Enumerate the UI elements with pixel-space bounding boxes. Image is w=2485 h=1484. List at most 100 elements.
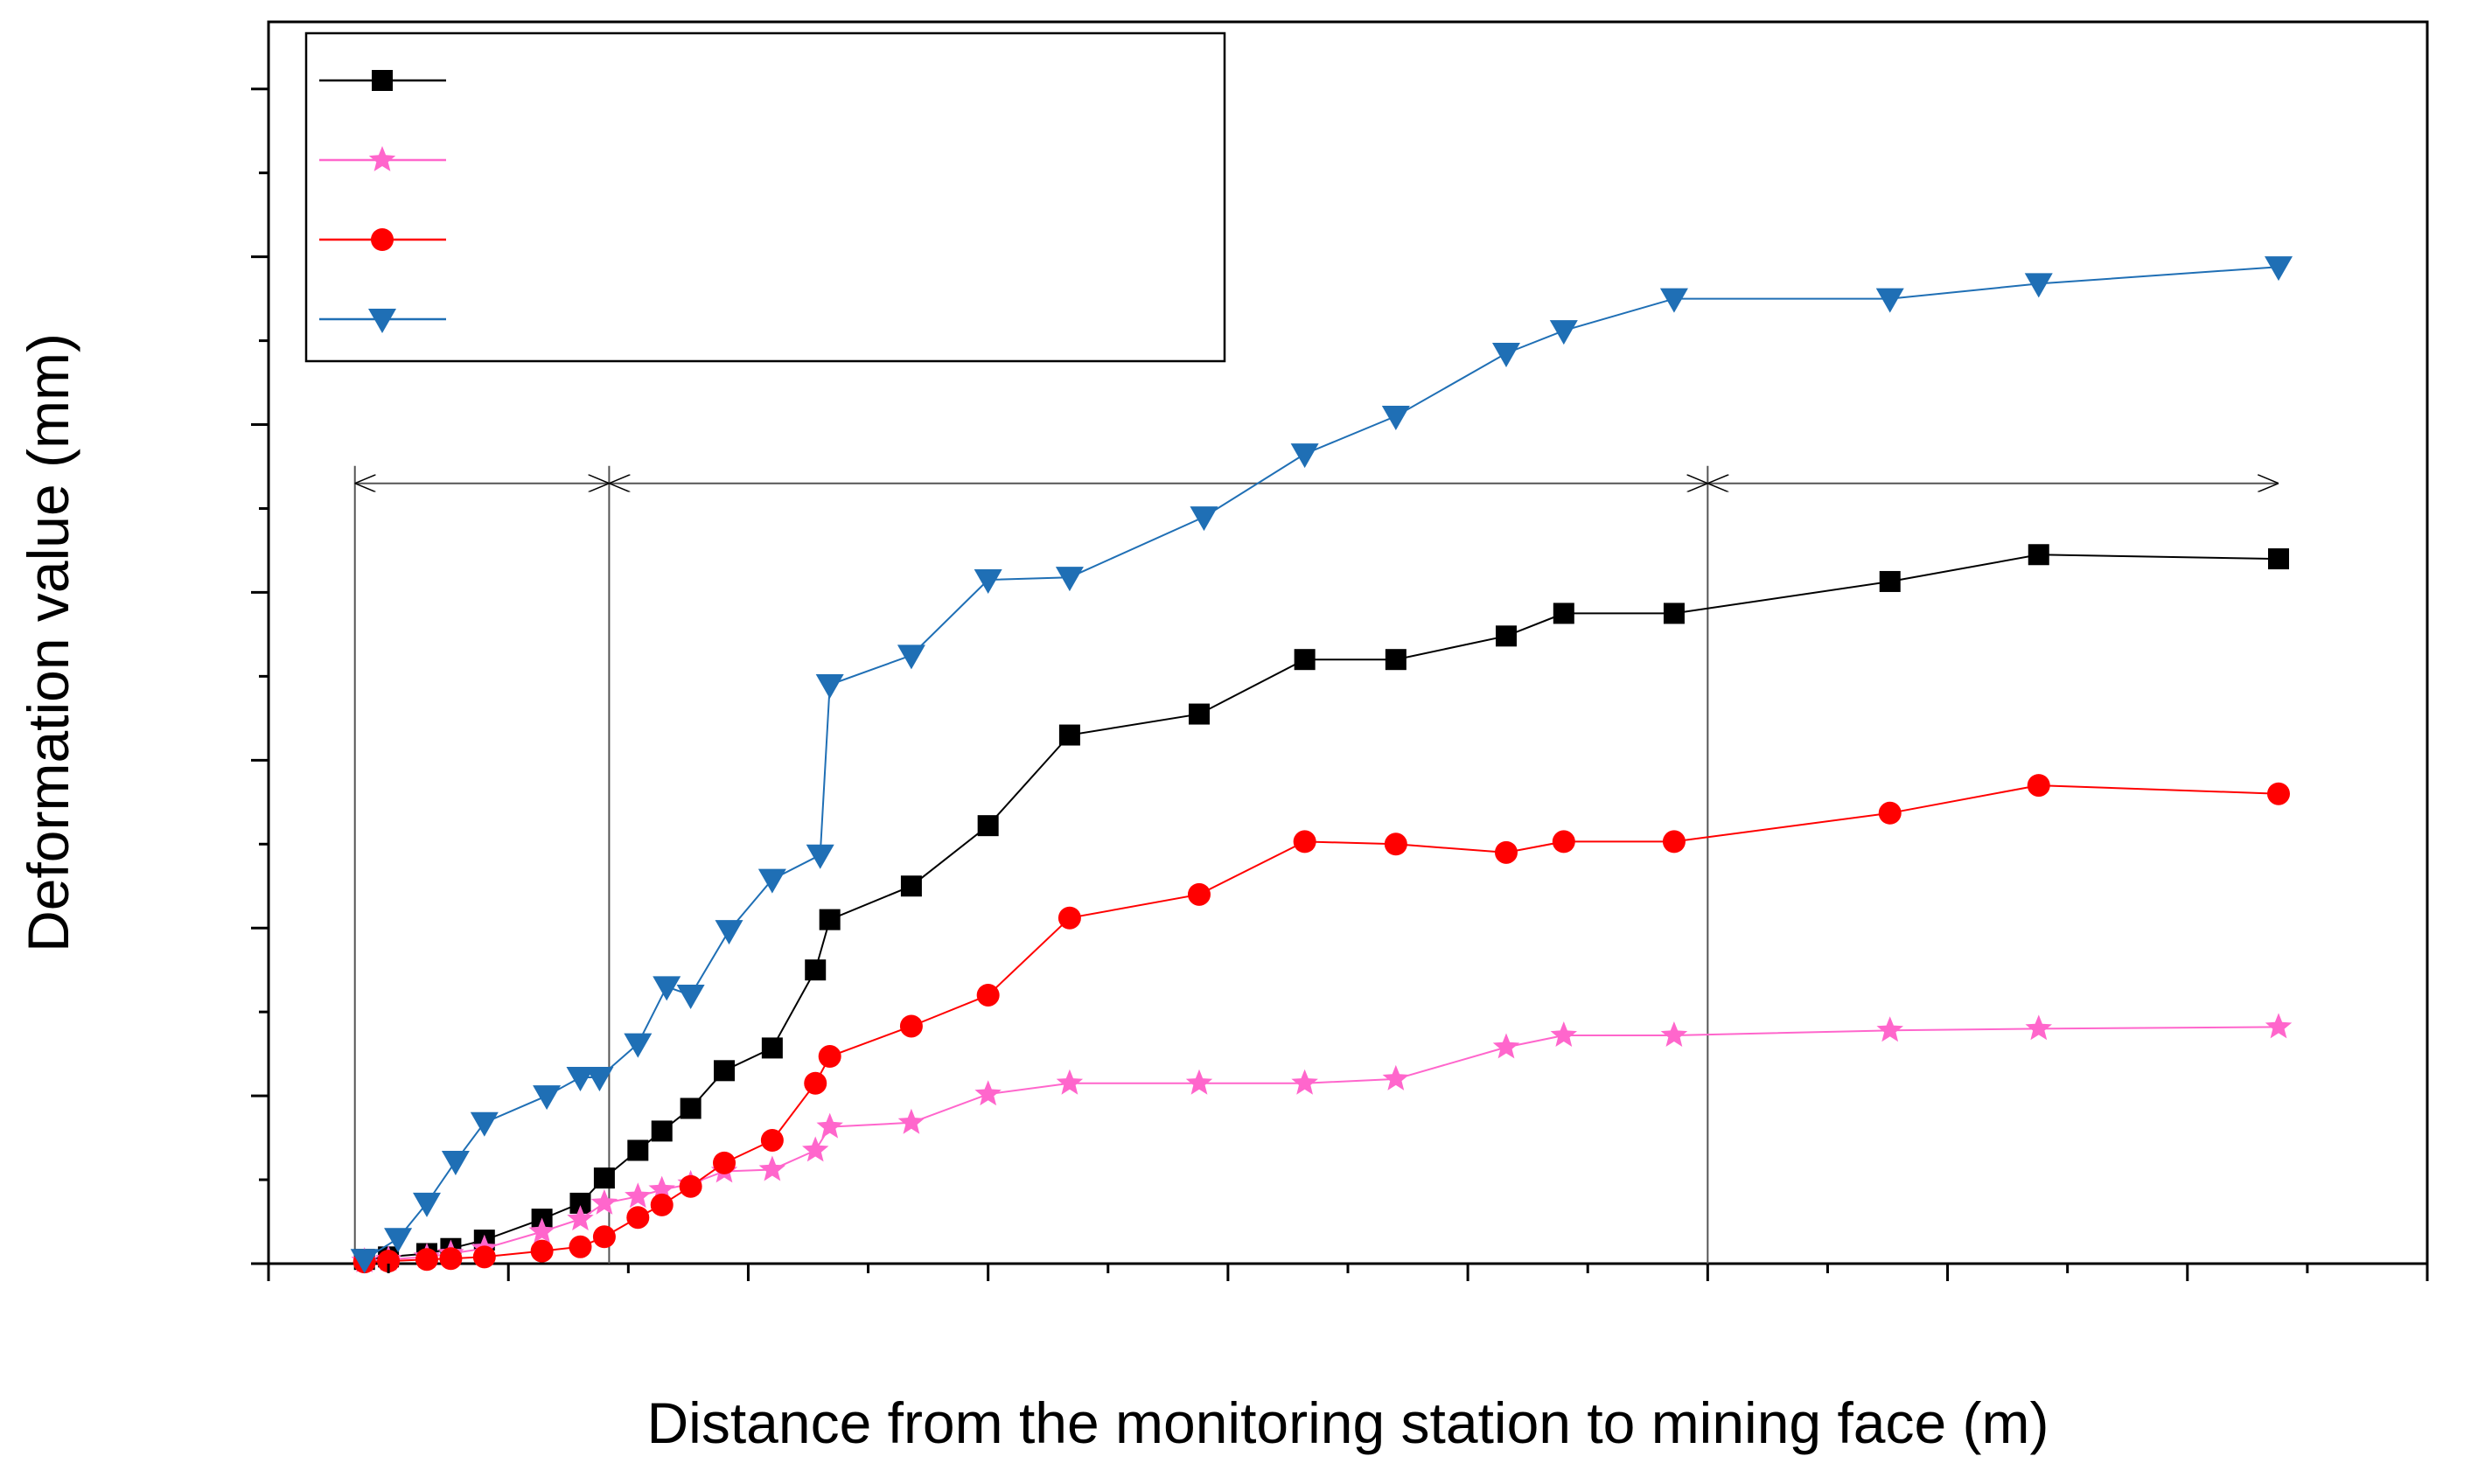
data-point: [533, 1085, 562, 1111]
legend-entry: [319, 228, 446, 251]
data-point: [653, 976, 681, 1001]
data-point: [806, 844, 834, 869]
data-point: [818, 1045, 841, 1069]
data-point: [528, 1217, 555, 1244]
stage-annotations: [353, 465, 2279, 1264]
data-point: [714, 1060, 736, 1082]
data-point: [648, 1175, 675, 1202]
legend-entry: [319, 70, 446, 91]
series-line: [364, 1026, 2279, 1263]
legend-swatch-marker: [368, 146, 396, 171]
series-floor-heave: [353, 774, 2290, 1274]
data-point: [624, 1033, 653, 1058]
data-point: [815, 673, 844, 699]
data-point: [897, 1108, 925, 1134]
data-point: [415, 1248, 438, 1272]
data-point: [713, 1151, 736, 1174]
data-point: [585, 1067, 614, 1091]
data-point: [350, 1249, 379, 1274]
data-point: [757, 868, 786, 894]
data-point: [1055, 567, 1084, 592]
data-point: [2266, 782, 2290, 805]
data-point: [1385, 649, 1407, 671]
data-point: [412, 1192, 441, 1217]
data-point: [384, 1228, 413, 1253]
data-point: [1494, 840, 1518, 864]
series-two-sides-convergency: [350, 256, 2293, 1274]
data-point: [1291, 1069, 1318, 1095]
data-point: [1381, 405, 1410, 430]
data-point: [590, 1188, 618, 1215]
data-point: [441, 1150, 470, 1175]
data-point: [715, 920, 743, 945]
data-point: [676, 984, 705, 1009]
data-point: [1190, 506, 1218, 532]
data-point: [1294, 649, 1316, 671]
data-point: [2027, 774, 2050, 798]
data-point: [679, 1174, 702, 1198]
data-point: [899, 1014, 923, 1038]
legend-entry: [319, 146, 446, 171]
data-point: [566, 1067, 595, 1091]
data-point: [802, 1136, 829, 1162]
data-point: [976, 983, 1000, 1007]
data-point: [758, 1155, 786, 1181]
data-point: [804, 1071, 827, 1095]
data-point: [627, 1139, 649, 1161]
data-point: [472, 1245, 496, 1269]
series-floor-to-roof-convergency: [353, 544, 2289, 1271]
data-point: [900, 875, 922, 897]
data-point: [1662, 830, 1686, 853]
legend-box: [304, 31, 1226, 363]
data-point: [2025, 1014, 2052, 1041]
data-point: [1663, 603, 1685, 624]
data-point: [1659, 288, 1688, 313]
data-point: [567, 1205, 594, 1231]
data-point: [650, 1193, 674, 1216]
series-line: [364, 266, 2279, 1261]
data-point: [1495, 625, 1517, 647]
axes-layer: [251, 87, 2429, 1281]
data-point: [1188, 703, 1210, 725]
data-point: [651, 1120, 673, 1142]
legend-swatch-marker: [368, 309, 396, 333]
data-point: [439, 1247, 463, 1271]
data-point: [593, 1167, 615, 1189]
data-point: [974, 569, 1002, 595]
data-point: [569, 1235, 592, 1258]
data-point: [1879, 570, 1901, 592]
series-line: [364, 554, 2279, 1261]
data-point: [1384, 833, 1407, 856]
data-point: [1492, 1033, 1520, 1059]
data-point: [377, 1250, 401, 1273]
data-point: [1552, 830, 1575, 853]
data-point: [1875, 288, 1904, 313]
data-point: [470, 1111, 499, 1137]
data-point: [819, 909, 841, 930]
data-point: [977, 815, 999, 837]
data-point: [1056, 1069, 1084, 1095]
data-point: [2024, 273, 2053, 298]
data-point: [2028, 544, 2049, 566]
data-point: [816, 1112, 843, 1139]
data-point: [1187, 882, 1211, 906]
legend-swatch-marker: [372, 70, 393, 91]
legend: [304, 31, 1226, 363]
data-point: [1550, 1021, 1577, 1047]
data-point: [592, 1225, 616, 1249]
data-point: [2265, 1013, 2293, 1039]
data-point: [625, 1182, 652, 1209]
legend-entry: [319, 309, 446, 333]
data-point: [1491, 342, 1520, 367]
data-point: [680, 1097, 702, 1119]
data-point: [1058, 724, 1080, 746]
data-point: [1876, 1016, 1903, 1042]
data-point: [1058, 906, 1081, 930]
data-point: [974, 1080, 1002, 1106]
data-point: [2264, 256, 2293, 282]
data-point: [805, 959, 827, 981]
data-point: [1553, 603, 1574, 624]
data-series-layer: [350, 256, 2293, 1274]
data-point: [1293, 830, 1316, 853]
